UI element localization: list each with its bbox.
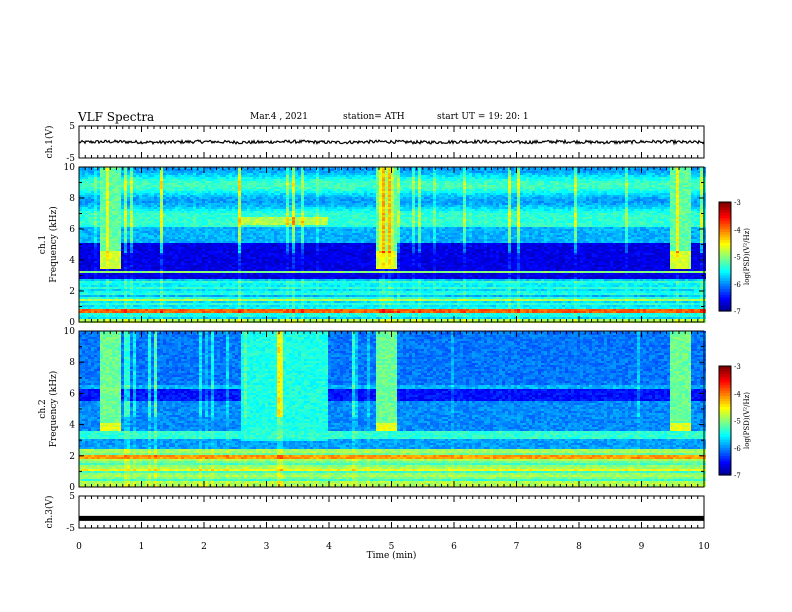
ch2-colorbar-label: log(PSD)(V²/Hz): [743, 392, 751, 449]
x-tick-label: 2: [201, 542, 207, 552]
x-tick-label: 6: [451, 542, 457, 552]
x-tick-label: 1: [139, 542, 145, 552]
ch2-colorbar-tick: -5: [734, 418, 741, 426]
ch1-spec-ytick-label: 10: [64, 163, 76, 173]
ch1-spec-ylabel: ch.1Frequency (kHz): [38, 206, 59, 283]
ch2-colorbar-tick: -3: [734, 363, 741, 371]
ch1-spec-ytick-label: 2: [69, 287, 75, 297]
ch1-spec-ytick-label: 6: [69, 225, 75, 235]
ch1-colorbar-tick: -4: [734, 226, 741, 234]
ch2-colorbar-tick: -6: [734, 445, 741, 453]
ch1-colorbar-label: log(PSD)(V²/Hz): [743, 228, 751, 285]
ch2-spec-ylabel: ch.2Frequency (kHz): [38, 371, 59, 448]
ch1-spectrogram: [79, 167, 706, 323]
x-tick-label: 9: [639, 542, 645, 552]
x-tick-label: 7: [514, 542, 520, 552]
ch2-spectrogram: [79, 331, 706, 487]
x-tick-label: 3: [264, 542, 270, 552]
ch2-spec-ytick-label: 4: [69, 421, 75, 431]
ch2-spec-ytick-label: 2: [69, 452, 75, 462]
ch2-spec-ytick-label: 6: [69, 389, 75, 399]
x-tick-label: 8: [576, 542, 582, 552]
ch2-colorbar-tick: -4: [734, 390, 741, 398]
ch1-colorbar-tick: -3: [734, 199, 741, 207]
ch1-spec-ytick-label: 4: [69, 256, 75, 266]
x-tick-label: 4: [326, 542, 332, 552]
ch1-colorbar-tick: -5: [734, 254, 741, 262]
ch1-colorbar-tick: -6: [734, 281, 741, 289]
ch1-ytick-label: 5: [69, 122, 75, 132]
ch1-ylabel: ch.1(V): [44, 126, 55, 159]
ch2-colorbar-tick: -7: [734, 472, 741, 480]
ch3-ylabel: ch.3(V): [44, 496, 55, 529]
x-tick-label: 10: [698, 542, 710, 552]
ch2-spec-ytick-label: 10: [64, 327, 76, 337]
x-axis-label: Time (min): [367, 550, 417, 561]
ch2-spec-ytick-label: 8: [69, 358, 75, 368]
ch3-ytick-label: -5: [66, 524, 75, 534]
x-tick-label: 0: [76, 542, 82, 552]
ch1-spec-ytick-label: 8: [69, 194, 75, 204]
ch3-ytick-label: 5: [69, 492, 75, 502]
ch1-trace: [79, 140, 704, 144]
ch1-colorbar-tick: -7: [734, 308, 741, 316]
